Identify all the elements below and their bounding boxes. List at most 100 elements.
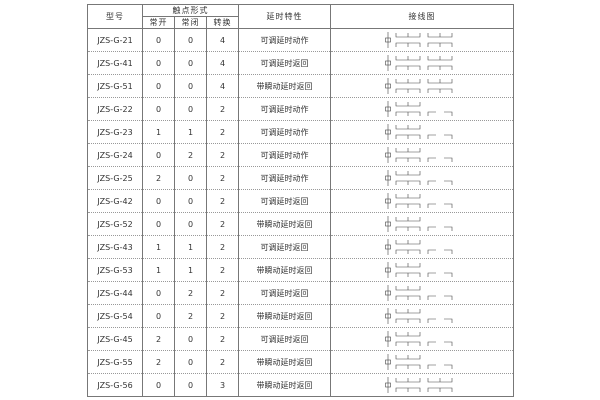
table-row: JZS-G-23 1 1 2 可调延时动作 (87, 120, 515, 144)
changeover-cell: 2 (205, 235, 240, 259)
wiring-diagram (330, 97, 515, 121)
table-row: JZS-G-44 0 2 2 可调延时返回 (87, 281, 515, 305)
model-cell: JZS-G-53 (87, 258, 143, 282)
model-cell: JZS-G-52 (87, 212, 143, 236)
table-row: JZS-G-41 0 0 4 可调延时返回 (87, 51, 515, 75)
normally-closed-cell: 0 (174, 28, 207, 52)
normally-open-cell: 2 (142, 350, 175, 374)
header-delay: 延时特性 (238, 4, 332, 29)
wiring-diagram (330, 327, 515, 351)
model-cell: JZS-G-55 (87, 350, 143, 374)
normally-closed-cell: 0 (174, 212, 207, 236)
delay-cell: 可调延时返回 (238, 281, 332, 305)
changeover-cell: 4 (205, 28, 240, 52)
changeover-cell: 2 (205, 189, 240, 213)
table-row: JZS-G-22 0 0 2 可调延时动作 (87, 97, 515, 121)
normally-closed-cell: 0 (174, 51, 207, 75)
table-row: JZS-G-53 1 1 2 带瞬动延时返回 (87, 258, 515, 282)
header-normally-closed: 常闭 (174, 16, 207, 29)
wiring-diagram-icon (385, 262, 453, 278)
delay-cell: 可调延时动作 (238, 97, 332, 121)
changeover-cell: 2 (205, 327, 240, 351)
normally-open-cell: 0 (142, 281, 175, 305)
header-wiring: 接线图 (330, 4, 515, 29)
table-row: JZS-G-51 0 0 4 带瞬动延时返回 (87, 74, 515, 98)
normally-open-cell: 0 (142, 51, 175, 75)
wiring-diagram (330, 350, 515, 374)
delay-cell: 带瞬动延时返回 (238, 373, 332, 397)
table-row: JZS-G-43 1 1 2 可调延时返回 (87, 235, 515, 259)
model-cell: JZS-G-43 (87, 235, 143, 259)
wiring-diagram-icon (385, 308, 453, 324)
table-row: JZS-G-55 2 0 2 带瞬动延时返回 (87, 350, 515, 374)
wiring-diagram (330, 51, 515, 75)
model-cell: JZS-G-45 (87, 327, 143, 351)
delay-cell: 可调延时动作 (238, 143, 332, 167)
table-row: JZS-G-24 0 2 2 可调延时动作 (87, 143, 515, 167)
normally-open-cell: 1 (142, 258, 175, 282)
normally-closed-cell: 1 (174, 120, 207, 144)
delay-cell: 带瞬动延时返回 (238, 258, 332, 282)
table-row: JZS-G-56 0 0 3 带瞬动延时返回 (87, 373, 515, 397)
normally-closed-cell: 2 (174, 143, 207, 167)
changeover-cell: 2 (205, 120, 240, 144)
normally-open-cell: 0 (142, 373, 175, 397)
delay-cell: 带瞬动延时返回 (238, 212, 332, 236)
normally-open-cell: 2 (142, 166, 175, 190)
changeover-cell: 2 (205, 212, 240, 236)
model-cell: JZS-G-22 (87, 97, 143, 121)
wiring-diagram (330, 28, 515, 52)
header-contact-form: 触点形式 (141, 4, 240, 17)
normally-open-cell: 2 (142, 327, 175, 351)
wiring-diagram-icon (385, 285, 453, 301)
table-row: JZS-G-45 2 0 2 可调延时返回 (87, 327, 515, 351)
model-cell: JZS-G-56 (87, 373, 143, 397)
wiring-diagram-icon (385, 331, 453, 347)
normally-open-cell: 0 (142, 212, 175, 236)
changeover-cell: 2 (205, 143, 240, 167)
changeover-cell: 4 (205, 74, 240, 98)
wiring-diagram (330, 235, 515, 259)
delay-cell: 带瞬动延时返回 (238, 304, 332, 328)
changeover-cell: 3 (205, 373, 240, 397)
changeover-cell: 2 (205, 166, 240, 190)
normally-closed-cell: 0 (174, 327, 207, 351)
normally-open-cell: 0 (142, 143, 175, 167)
wiring-diagram-icon (385, 32, 453, 48)
normally-closed-cell: 0 (174, 373, 207, 397)
model-cell: JZS-G-23 (87, 120, 143, 144)
table-row: JZS-G-21 0 0 4 可调延时动作 (87, 28, 515, 52)
wiring-diagram (330, 304, 515, 328)
model-cell: JZS-G-24 (87, 143, 143, 167)
wiring-diagram-icon (385, 377, 453, 393)
header-changeover: 转换 (205, 16, 240, 29)
normally-closed-cell: 0 (174, 350, 207, 374)
table-row: JZS-G-25 2 0 2 可调延时动作 (87, 166, 515, 190)
normally-closed-cell: 0 (174, 74, 207, 98)
wiring-diagram (330, 373, 515, 397)
header-normally-open: 常开 (142, 16, 175, 29)
wiring-diagram (330, 281, 515, 305)
normally-closed-cell: 1 (174, 235, 207, 259)
wiring-diagram-icon (385, 101, 453, 117)
relay-spec-table: 型号 触点形式 延时特性 接线图 常开 常闭 转换 JZS-G-21 0 0 4 可调延… (87, 4, 515, 397)
model-cell: JZS-G-42 (87, 189, 143, 213)
delay-cell: 可调延时动作 (238, 166, 332, 190)
normally-open-cell: 0 (142, 304, 175, 328)
wiring-diagram-icon (385, 170, 453, 186)
normally-open-cell: 1 (142, 235, 175, 259)
normally-closed-cell: 0 (174, 166, 207, 190)
wiring-diagram (330, 120, 515, 144)
wiring-diagram (330, 212, 515, 236)
table-row: JZS-G-42 0 0 2 可调延时返回 (87, 189, 515, 213)
model-cell: JZS-G-44 (87, 281, 143, 305)
delay-cell: 可调延时返回 (238, 235, 332, 259)
normally-closed-cell: 0 (174, 189, 207, 213)
delay-cell: 带瞬动延时返回 (238, 350, 332, 374)
wiring-diagram (330, 143, 515, 167)
wiring-diagram-icon (385, 78, 453, 94)
delay-cell: 带瞬动延时返回 (238, 74, 332, 98)
wiring-diagram (330, 258, 515, 282)
model-cell: JZS-G-54 (87, 304, 143, 328)
normally-closed-cell: 1 (174, 258, 207, 282)
